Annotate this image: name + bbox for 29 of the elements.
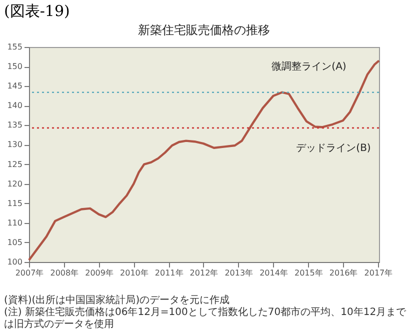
chart-title: 新築住宅販売価格の推移: [138, 23, 270, 37]
x-tick-label: 2008年: [50, 268, 79, 278]
y-tick-label: 155: [7, 42, 22, 52]
ref-line-label: 微調整ライン(A): [272, 60, 346, 72]
x-tick-label: 2007年: [15, 268, 44, 278]
y-tick-label: 100: [7, 258, 22, 266]
ref-line-label: デッドライン(B): [296, 142, 371, 154]
y-tick-label: 150: [7, 62, 22, 72]
y-tick-label: 140: [7, 101, 22, 110]
x-tick-label: 2012年: [190, 268, 218, 278]
x-tick-label: 2013年: [224, 268, 254, 278]
x-tick-label: 2014年: [260, 268, 288, 278]
y-tick-label: 125: [7, 160, 22, 169]
y-tick-label: 110: [7, 218, 22, 228]
x-tick-label: 2010年: [120, 268, 148, 278]
x-tick-label: 2017年: [364, 268, 393, 278]
text: (図表-19): [3, 1, 71, 22]
x-tick-label: 2015年: [294, 268, 323, 278]
x-tick-label: 2009年: [85, 268, 114, 278]
text: (注) 新築住宅販売価格は06年12月=100として指数化した70都市の平均、10年12月までは旧方式のデータを使用: [4, 307, 408, 331]
y-tick-label: 120: [7, 179, 22, 188]
y-tick-label: 135: [7, 120, 22, 130]
y-tick-label: 145: [7, 82, 22, 91]
text: (資料)(出所は中国国家統計局)のデータを元に作成: [4, 295, 231, 306]
y-tick-label: 105: [7, 238, 22, 247]
x-tick-label: 2011年: [154, 268, 184, 278]
y-tick-label: 130: [7, 140, 22, 150]
x-tick-label: 2016年: [329, 268, 358, 278]
y-tick-label: 115: [7, 198, 22, 208]
